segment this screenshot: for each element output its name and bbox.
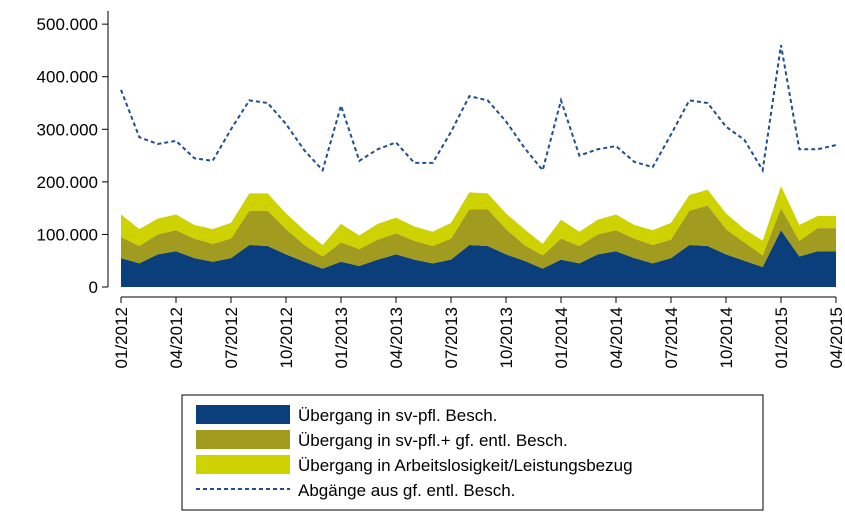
y-tick-label: 400.000 [37, 68, 98, 87]
x-tick-label: 01/2012 [112, 307, 131, 368]
area [121, 186, 836, 257]
legend-swatch [196, 455, 290, 474]
x-tick-label: 04/2014 [607, 307, 626, 368]
area [121, 230, 836, 287]
x-tick-label: 07/2013 [442, 307, 461, 368]
x-tick-label: 10/2012 [277, 307, 296, 368]
x-tick-label: 01/2013 [332, 307, 351, 368]
y-tick-label: 100.000 [37, 225, 98, 244]
y-tick-label: 500.000 [37, 15, 98, 34]
area [121, 205, 836, 269]
x-tick-label: 04/2012 [167, 307, 186, 368]
y-tick-label: 0 [89, 278, 98, 297]
x-tick-label: 07/2012 [222, 307, 241, 368]
legend-label: Übergang in sv-pfl. Besch. [298, 406, 497, 425]
x-tick-label: 01/2015 [772, 307, 791, 368]
legend-label: Abgänge aus gf. entl. Besch. [298, 481, 515, 500]
legend-label: Übergang in sv-pfl.+ gf. entl. Besch. [298, 431, 568, 450]
x-tick-label: 10/2014 [717, 307, 736, 368]
legend-swatch [196, 405, 290, 424]
x-tick-label: 04/2013 [387, 307, 406, 368]
x-tick-label: 07/2014 [662, 307, 681, 368]
x-tick-label: 10/2013 [497, 307, 516, 368]
legend-label: Übergang in Arbeitslosigkeit/Leistungsbe… [298, 456, 633, 475]
x-tick-label: 01/2014 [552, 307, 571, 368]
y-tick-label: 200.000 [37, 173, 98, 192]
line [120, 44, 837, 174]
y-tick-label: 300.000 [37, 120, 98, 139]
legend-swatch [196, 430, 290, 449]
x-tick-label: 04/2015 [827, 307, 845, 368]
legend-box [181, 394, 764, 511]
